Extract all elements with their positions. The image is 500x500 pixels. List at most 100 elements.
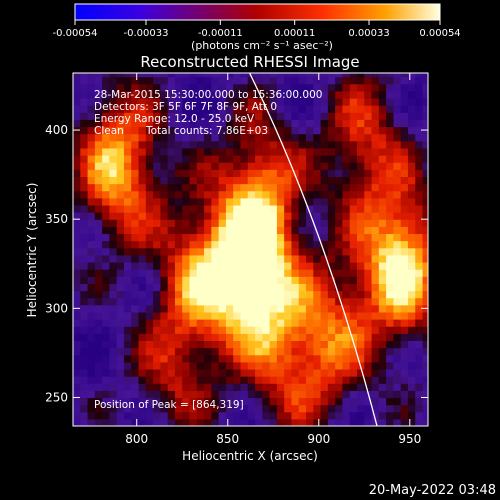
heatmap-cell bbox=[211, 411, 220, 420]
heatmap-cell bbox=[87, 97, 96, 106]
heatmap-cell bbox=[415, 383, 424, 391]
heatmap-cell bbox=[284, 247, 293, 256]
heatmap-cell bbox=[284, 190, 293, 199]
heatmap-cell bbox=[123, 397, 132, 406]
heatmap-cell bbox=[138, 319, 147, 327]
heatmap-cell bbox=[182, 190, 191, 199]
heatmap-cell bbox=[364, 297, 373, 306]
heatmap-cell bbox=[73, 283, 81, 292]
heatmap-cell bbox=[313, 376, 322, 384]
heatmap-cell bbox=[218, 276, 227, 284]
heatmap-cell bbox=[218, 247, 227, 256]
heatmap-cell bbox=[255, 169, 263, 178]
heatmap-cell bbox=[400, 383, 409, 391]
heatmap-cell bbox=[189, 340, 198, 349]
heatmap-cell bbox=[342, 411, 351, 420]
heatmap-cell bbox=[102, 162, 111, 170]
y-tick-label: 350 bbox=[45, 212, 68, 226]
heatmap-cell bbox=[262, 147, 271, 156]
heatmap-cell bbox=[131, 397, 140, 406]
heatmap-cell bbox=[400, 418, 409, 426]
heatmap-cell bbox=[174, 418, 183, 426]
heatmap-cell bbox=[131, 126, 140, 135]
heatmap-cell bbox=[182, 304, 191, 313]
heatmap-cell bbox=[225, 162, 234, 170]
heatmap-cell bbox=[167, 418, 176, 426]
heatmap-cell bbox=[87, 304, 96, 313]
annotation-total-counts: Total counts: 7.86E+03 bbox=[145, 125, 268, 137]
heatmap-cell bbox=[87, 340, 96, 349]
colorbar-tick-label: -0.00054 bbox=[53, 28, 98, 39]
heatmap-cell bbox=[73, 226, 81, 235]
heatmap-cell bbox=[80, 361, 89, 370]
heatmap-cell bbox=[204, 354, 212, 363]
heatmap-cell bbox=[364, 304, 373, 313]
heatmap-cell bbox=[204, 176, 212, 185]
heatmap-cell bbox=[138, 411, 147, 420]
heatmap-cell bbox=[189, 276, 198, 284]
heatmap-cell bbox=[320, 219, 329, 227]
heatmap-cell bbox=[80, 333, 89, 342]
heatmap-cell bbox=[269, 73, 278, 78]
heatmap-cell bbox=[131, 73, 140, 78]
heatmap-cell bbox=[393, 340, 402, 349]
heatmap-cell bbox=[189, 418, 198, 426]
heatmap-cell bbox=[349, 204, 358, 213]
heatmap-cell bbox=[138, 73, 147, 78]
heatmap-cell bbox=[255, 190, 263, 199]
heatmap-cell bbox=[174, 97, 183, 106]
heatmap-cell bbox=[378, 383, 387, 391]
heatmap-cell bbox=[94, 247, 103, 256]
heatmap-cell bbox=[131, 283, 140, 292]
heatmap-cell bbox=[233, 347, 242, 356]
heatmap-cell bbox=[211, 147, 220, 156]
heatmap-cell bbox=[371, 276, 380, 284]
heatmap-cell bbox=[167, 105, 176, 113]
heatmap-cell bbox=[357, 155, 365, 163]
heatmap-cell bbox=[211, 340, 220, 349]
y-tick-label: 400 bbox=[45, 123, 68, 137]
heatmap-cell bbox=[138, 247, 147, 256]
heatmap-cell bbox=[138, 226, 147, 235]
heatmap-cell bbox=[145, 204, 154, 213]
heatmap-cell bbox=[342, 304, 351, 313]
heatmap-cell bbox=[123, 97, 132, 106]
heatmap-cell bbox=[269, 283, 278, 292]
heatmap-cell bbox=[218, 147, 227, 156]
heatmap-cell bbox=[371, 126, 380, 135]
heatmap-cell bbox=[378, 183, 387, 192]
heatmap-cell bbox=[364, 204, 373, 213]
heatmap-cell bbox=[160, 290, 169, 299]
heatmap-cell bbox=[407, 126, 416, 135]
heatmap-cell bbox=[87, 297, 96, 306]
heatmap-cell bbox=[145, 169, 154, 178]
heatmap-cell bbox=[153, 376, 161, 384]
heatmap-cell bbox=[174, 183, 183, 192]
heatmap-cell bbox=[335, 176, 344, 185]
heatmap-cell bbox=[102, 319, 111, 327]
heatmap-cell bbox=[123, 269, 132, 277]
heatmap-cell bbox=[255, 347, 263, 356]
heatmap-cell bbox=[298, 383, 307, 391]
heatmap-cell bbox=[174, 112, 183, 120]
heatmap-cell bbox=[80, 283, 89, 292]
heatmap-cell bbox=[80, 126, 89, 135]
heatmap-cell bbox=[335, 183, 344, 192]
heatmap-cell bbox=[393, 233, 402, 242]
heatmap-cell bbox=[73, 376, 81, 384]
heatmap-cell bbox=[138, 326, 147, 334]
heatmap-cell bbox=[211, 133, 220, 142]
heatmap-cell bbox=[218, 83, 227, 92]
heatmap-cell bbox=[167, 233, 176, 242]
heatmap-cell bbox=[393, 418, 402, 426]
heatmap-cell bbox=[422, 219, 428, 227]
heatmap-cell bbox=[276, 183, 285, 192]
heatmap-cell bbox=[138, 140, 147, 149]
heatmap-cell bbox=[196, 83, 205, 92]
heatmap-cell bbox=[407, 397, 416, 406]
heatmap-cell bbox=[400, 340, 409, 349]
heatmap-cell bbox=[342, 233, 351, 242]
colorbar-unit-label: (photons cm⁻² s⁻¹ asec⁻²) bbox=[191, 39, 333, 52]
heatmap-cell bbox=[386, 90, 395, 99]
heatmap-cell bbox=[87, 326, 96, 334]
